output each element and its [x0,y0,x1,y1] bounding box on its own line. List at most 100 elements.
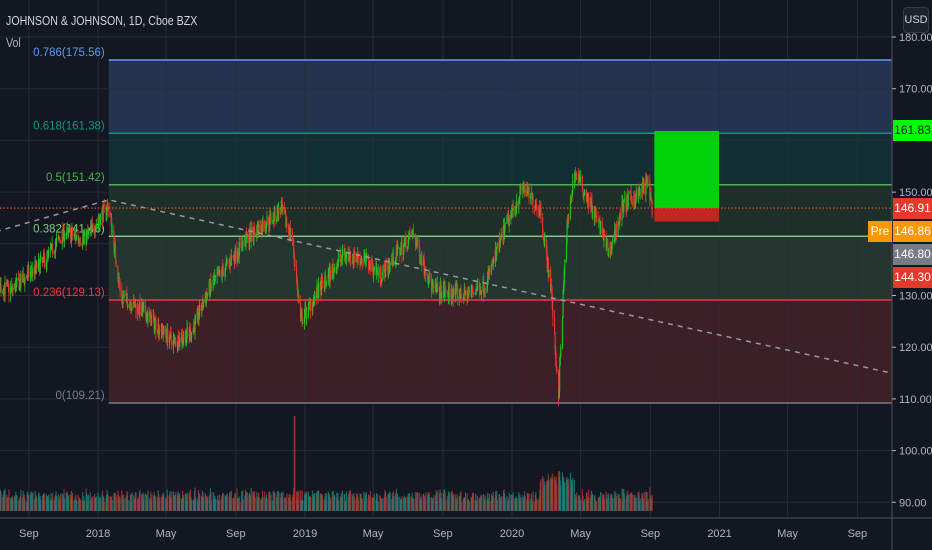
volume-bar [572,477,574,511]
candle [623,201,625,212]
volume-bar [503,489,505,511]
volume-bar [455,502,458,511]
volume-bar [280,497,282,511]
volume-bar [62,494,65,511]
candle [641,185,644,193]
volume-bar [162,495,164,511]
volume-bar [567,480,569,511]
candle [292,235,294,239]
volume-bar [65,492,67,511]
volume-bar [323,499,325,511]
volume-bar [607,494,609,511]
volume-bar [428,495,430,511]
volume-bar [35,495,37,511]
candle [551,285,553,295]
candle [563,285,565,293]
volume-bar [36,497,38,511]
candle [325,280,327,283]
candle [459,288,461,299]
candle [470,291,472,293]
candle [415,237,417,247]
volume-bar [526,498,528,511]
volume-bar [202,492,204,511]
volume-bar [282,491,284,511]
candle [392,252,394,262]
candle [130,308,133,310]
candle [254,232,256,236]
volume-label[interactable]: Vol [6,36,21,50]
candle [229,260,231,266]
volume-bar [530,499,532,511]
volume-bar [15,494,17,511]
volume-bar [285,497,287,511]
candle [38,259,40,261]
volume-bar [19,495,21,511]
fib-label-0.5: 0.5(151.42) [46,172,105,184]
candle [471,287,473,292]
volume-bar [244,489,247,511]
candle [114,242,116,247]
volume-bar [260,500,262,511]
candle [102,210,104,222]
volume-bar [73,500,75,511]
volume-bar [11,500,13,511]
candle [408,234,410,239]
volume-bar [554,476,556,511]
candle [183,338,185,341]
volume-bar [318,490,320,511]
volume-bar [508,498,510,511]
volume-bar [500,497,502,511]
volume-bar [387,494,389,511]
candle [622,200,624,203]
volume-bar [15,492,17,511]
volume-bar [582,501,585,511]
candle [285,222,287,226]
volume-bar [38,493,40,511]
volume-bar [75,494,77,511]
candle [566,222,568,242]
volume-bar [499,494,501,511]
candle [294,258,296,268]
volume-bar [134,492,137,511]
fib-label-0.618: 0.618(161.38) [33,120,105,132]
volume-bar [180,498,182,511]
candle [523,185,525,189]
candle [47,251,49,254]
volume-bar [94,498,96,511]
candle [462,297,464,301]
candle [375,268,378,273]
volume-bar [559,480,561,511]
volume-bar [304,492,306,511]
volume-bar [475,494,477,511]
volume-bar [222,493,224,511]
candle [225,261,227,264]
candle [196,310,198,317]
volume-bar [432,501,434,511]
volume-bar [51,499,53,511]
volume-bar [459,492,461,511]
volume-bar [290,500,292,511]
volume-bar [419,499,421,511]
volume-bar [264,491,266,511]
candle [383,265,385,273]
candle [244,236,246,244]
volume-bar [154,501,156,511]
currency-button[interactable]: USD [903,7,929,33]
volume-bar [49,500,51,511]
price-tick-label: 130.00 [899,291,932,303]
volume-bar [56,496,58,511]
candle [627,195,629,206]
candle [187,327,189,333]
candle [395,247,397,259]
candle [341,257,343,258]
candle [51,243,53,245]
candle [158,330,160,335]
candle [506,217,509,221]
candle [261,224,263,234]
candle [568,216,570,219]
volume-bar [226,493,228,511]
candle [141,303,143,316]
candle [256,227,258,237]
